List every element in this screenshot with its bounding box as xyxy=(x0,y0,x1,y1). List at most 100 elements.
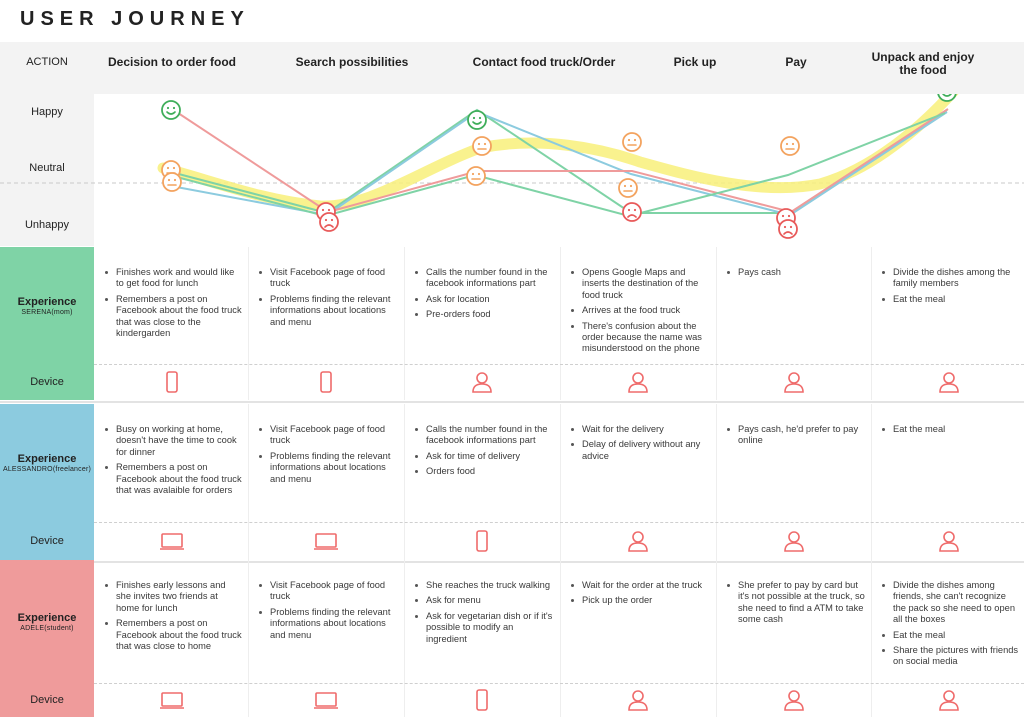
row-divider xyxy=(94,522,1024,523)
list-item: Remembers a post on Facebook about the f… xyxy=(102,618,243,652)
list-item: Arrives at the food truck xyxy=(568,305,709,316)
stage-contact: Contact food truck/Order xyxy=(472,54,616,69)
persona-name: ADELE(student) xyxy=(20,624,74,632)
list-item: Problems finding the relevant informatio… xyxy=(256,294,397,328)
persona-section-alessandro: Experience ALESSANDRO(freelancer) Device Bu… xyxy=(0,404,1024,560)
device-title: Device xyxy=(30,694,64,706)
list-item: Pays cash, he'd prefer to pay online xyxy=(724,424,865,447)
column-divider xyxy=(404,404,405,560)
laptop-icon xyxy=(160,530,184,552)
list-item: Ask for location xyxy=(412,294,553,305)
laptop-icon xyxy=(160,689,184,711)
alessandro-step-2: Visit Facebook page of food truck Problem… xyxy=(248,424,403,522)
neutral-label: Neutral xyxy=(29,162,65,174)
serena-step-5: Pays cash xyxy=(716,267,871,364)
adele-step-1: Finishes early lessons and she invites t… xyxy=(94,580,249,683)
list-item: Problems finding the relevant informatio… xyxy=(256,607,397,641)
person-icon xyxy=(937,530,961,552)
list-item: Ask for menu xyxy=(412,595,553,606)
adele-step-2: Visit Facebook page of food truck Problem… xyxy=(248,580,403,683)
happy-label: Happy xyxy=(31,106,63,118)
person-icon xyxy=(470,371,494,393)
list-item: Pays cash xyxy=(724,267,865,278)
list-item: Remembers a post on Facebook about the f… xyxy=(102,294,243,340)
happy-face-icon xyxy=(467,110,487,130)
experience-title: Experience xyxy=(17,453,77,465)
stage-decision: Decision to order food xyxy=(107,54,236,69)
device-label-alessandro: Device xyxy=(0,522,94,560)
list-item: Visit Facebook page of food truck xyxy=(256,424,397,447)
action-label: ACTION xyxy=(26,56,68,68)
neutral-face-icon xyxy=(618,178,638,198)
person-icon xyxy=(626,530,650,552)
person-icon xyxy=(626,689,650,711)
action-band xyxy=(0,42,1024,94)
neutral-face-icon xyxy=(466,166,486,186)
list-item: Finishes early lessons and she invites t… xyxy=(102,580,243,614)
persona-name: SERENA(mom) xyxy=(21,308,73,316)
list-item: Divide the dishes among friends, she can… xyxy=(879,580,1020,626)
experience-label-alessandro: Experience ALESSANDRO(freelancer) xyxy=(0,404,94,522)
list-item: Ask for time of delivery xyxy=(412,451,553,462)
experience-title: Experience xyxy=(17,611,77,624)
serena-step-4: Opens Google Maps and inserts the destin… xyxy=(560,267,715,364)
person-icon xyxy=(782,689,806,711)
neutral-face-icon xyxy=(162,172,182,192)
happy-face-icon xyxy=(161,100,181,120)
unhappy-face-icon xyxy=(622,202,642,222)
list-item: Visit Facebook page of food truck xyxy=(256,267,397,290)
list-item: Busy on working at home, doesn't have th… xyxy=(102,424,243,458)
emotion-line-adele xyxy=(171,108,949,214)
neutral-face-icon xyxy=(472,136,492,156)
experience-label-serena: Experience SERENA(mom) xyxy=(0,247,94,364)
emotion-chart xyxy=(0,94,1024,239)
alessandro-step-3: Calls the number found in the facebook i… xyxy=(404,424,559,522)
column-divider xyxy=(871,247,872,400)
persona-name: ALESSANDRO(freelancer) xyxy=(2,466,92,473)
stage-pickup: Pick up xyxy=(673,54,717,69)
list-item: Pick up the order xyxy=(568,595,709,606)
stage-enjoy: Unpack and enjoy the food xyxy=(871,50,975,77)
unhappy-face-icon xyxy=(778,219,798,239)
adele-step-3: She reaches the truck walking Ask for men… xyxy=(404,580,559,683)
column-divider xyxy=(248,404,249,560)
neutral-face-icon xyxy=(780,136,800,156)
list-item: Delay of delivery without any advice xyxy=(568,439,709,462)
unhappy-face-icon xyxy=(319,212,339,232)
column-divider xyxy=(404,560,405,717)
serena-step-3: Calls the number found in the facebook i… xyxy=(404,267,559,364)
column-divider xyxy=(404,247,405,400)
list-item: Share the pictures with friends on socia… xyxy=(879,645,1020,668)
list-item: Divide the dishes among the family membe… xyxy=(879,267,1020,290)
column-divider xyxy=(716,247,717,400)
phone-icon xyxy=(470,689,494,711)
happy-face-icon xyxy=(937,94,957,102)
adele-step-4: Wait for the order at the truck Pick up t… xyxy=(560,580,715,683)
list-item: Remembers a post on Facebook about the f… xyxy=(102,462,243,496)
laptop-icon xyxy=(314,530,338,552)
stage-search: Search possibilities xyxy=(295,54,409,69)
emotion-label-band xyxy=(0,94,94,246)
phone-icon xyxy=(160,371,184,393)
device-title: Device xyxy=(30,535,64,547)
list-item: Eat the meal xyxy=(879,294,1020,305)
list-item: Orders food xyxy=(412,466,553,477)
alessandro-step-5: Pays cash, he'd prefer to pay online xyxy=(716,424,871,522)
list-item: She reaches the truck walking xyxy=(412,580,553,591)
list-item: Calls the number found in the facebook i… xyxy=(412,267,553,290)
person-icon xyxy=(782,530,806,552)
list-item: Ask for vegetarian dish or if it's possi… xyxy=(412,611,553,645)
column-divider xyxy=(560,560,561,717)
list-item: Eat the meal xyxy=(879,630,1020,641)
column-divider xyxy=(871,560,872,717)
list-item: Wait for the delivery xyxy=(568,424,709,435)
list-item: Calls the number found in the facebook i… xyxy=(412,424,553,447)
column-divider xyxy=(871,404,872,560)
list-item: She prefer to pay by card but it's not p… xyxy=(724,580,865,626)
adele-step-6: Divide the dishes among friends, she can… xyxy=(871,580,1024,683)
row-divider xyxy=(94,364,1024,365)
row-divider xyxy=(94,683,1024,684)
serena-step-1: Finishes work and would like to get food… xyxy=(94,267,249,364)
list-item: Finishes work and would like to get food… xyxy=(102,267,243,290)
phone-icon xyxy=(314,371,338,393)
